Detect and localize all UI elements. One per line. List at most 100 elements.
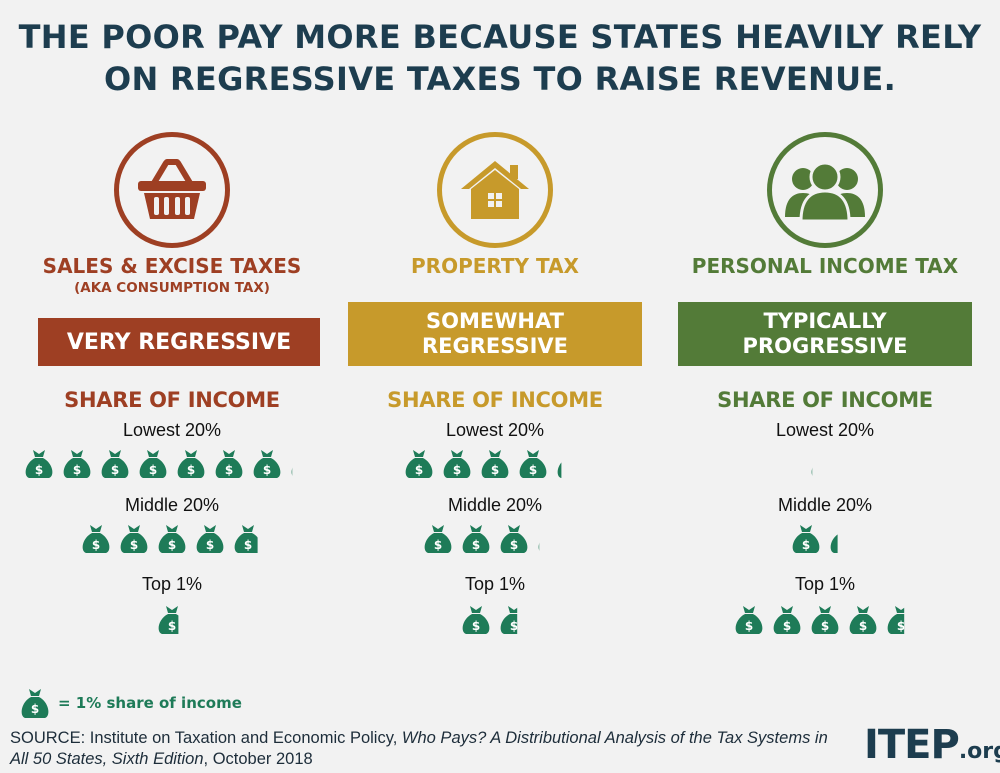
- column-property: PROPERTY TAX SOMEWHAT REGRESSIVE SHARE O…: [345, 0, 645, 680]
- bag-row-svg: $ $ $ $ $: [735, 606, 905, 634]
- bag-row-top: $: [22, 604, 322, 644]
- group-label-top: Top 1%: [794, 574, 856, 594]
- money-bag: $: [253, 450, 281, 478]
- svg-text:$: $: [821, 463, 829, 477]
- money-bag-partial: $: [538, 538, 556, 552]
- money-bag-partial: $: [557, 462, 575, 478]
- money-bag: $: [443, 450, 471, 478]
- bag-row-lowest: $ $ $ $ $ $ $ $: [22, 448, 322, 488]
- svg-text:$: $: [491, 463, 499, 477]
- svg-text:$: $: [225, 463, 233, 477]
- title-line-1: THE POOR PAY MORE BECAUSE STATES HEAVILY…: [18, 18, 982, 56]
- svg-text:$: $: [149, 463, 157, 477]
- money-bag: $: [101, 450, 129, 478]
- money-bag: $: [773, 606, 801, 634]
- regressivity-banner: VERY REGRESSIVE: [38, 318, 320, 366]
- money-bag: $: [25, 450, 53, 478]
- money-bag: $: [63, 450, 91, 478]
- svg-text:$: $: [510, 619, 518, 633]
- svg-text:$: $: [548, 538, 556, 552]
- svg-text:$: $: [301, 463, 309, 477]
- group-label-lowest: Lowest 20%: [445, 420, 545, 440]
- svg-text:$: $: [35, 463, 43, 477]
- money-bag: $: [849, 606, 877, 634]
- money-bag: $: [139, 450, 167, 478]
- group-label-lowest: Lowest 20%: [122, 420, 222, 440]
- share-of-income-heading: SHARE OF INCOME: [717, 388, 933, 412]
- page-title: THE POOR PAY MORE BECAUSE STATES HEAVILY…: [0, 16, 1000, 100]
- group-label-lowest: Lowest 20%: [775, 420, 875, 440]
- banner-text: VERY REGRESSIVE: [66, 329, 292, 355]
- svg-text:$: $: [510, 538, 518, 552]
- regressivity-banner: SOMEWHAT REGRESSIVE: [348, 302, 642, 366]
- svg-text:$: $: [168, 538, 176, 552]
- svg-text:$: $: [840, 538, 848, 552]
- svg-text:$: $: [453, 463, 461, 477]
- bag-row-svg: $: [811, 463, 829, 477]
- title-line-2: ON REGRESSIVE TAXES TO RAISE REVENUE.: [103, 60, 897, 98]
- source-suffix: , October 2018: [203, 750, 313, 768]
- money-bag: $: [811, 606, 839, 634]
- money-bag: $: [792, 525, 820, 553]
- group-label-top: Top 1%: [141, 574, 203, 594]
- svg-text:$: $: [187, 463, 195, 477]
- svg-text:$: $: [415, 463, 423, 477]
- money-bag-partial: $: [830, 534, 848, 553]
- svg-text:$: $: [802, 538, 810, 552]
- bag-row-top: $ $: [345, 604, 645, 644]
- share-of-income-heading: SHARE OF INCOME: [387, 388, 603, 412]
- svg-text:$: $: [529, 463, 537, 477]
- svg-text:$: $: [567, 463, 575, 477]
- column-personal-income: PERSONAL INCOME TAX TYPICALLY PROGRESSIV…: [675, 0, 975, 680]
- group-label-middle: Middle 20%: [124, 495, 220, 515]
- house-icon: [437, 132, 553, 248]
- money-bag: $: [196, 525, 224, 553]
- bag-row-svg: $ $ $ $ $: [405, 450, 575, 478]
- legend-label: = 1% share of income: [58, 694, 242, 712]
- tax-name: PERSONAL INCOME TAX: [691, 254, 959, 278]
- column-sales-excise: SALES & EXCISE TAXES (AKA CONSUMPTION TA…: [22, 0, 322, 680]
- money-bag: $: [481, 450, 509, 478]
- money-bag: $: [177, 450, 205, 478]
- svg-text:$: $: [859, 619, 867, 633]
- money-bag-partial: $: [291, 463, 309, 477]
- money-bag: $: [500, 525, 528, 553]
- share-of-income-heading: SHARE OF INCOME: [64, 388, 280, 412]
- regressivity-banner: TYPICALLY PROGRESSIVE: [678, 302, 972, 366]
- svg-text:$: $: [73, 463, 81, 477]
- itep-logo: ITEP.org: [864, 722, 1000, 768]
- bag-row-svg: $ $ $ $ $ $ $ $: [25, 450, 309, 478]
- money-bag: $: [424, 525, 452, 553]
- money-bag: $: [405, 450, 433, 478]
- group-label-middle: Middle 20%: [447, 495, 543, 515]
- money-bag: $: [735, 606, 763, 634]
- bag-row-middle: $ $ $ $ $: [22, 523, 322, 563]
- banner-text-line1: TYPICALLY: [763, 309, 887, 333]
- svg-text:$: $: [168, 619, 176, 633]
- banner-text-line1: SOMEWHAT: [426, 309, 564, 333]
- money-bag-partial: $: [500, 606, 518, 634]
- svg-text:$: $: [92, 538, 100, 552]
- tax-subtitle: (AKA CONSUMPTION TAX): [74, 280, 270, 296]
- svg-text:$: $: [206, 538, 214, 552]
- money-bag: $: [462, 606, 490, 634]
- bag-row-top: $ $ $ $ $: [675, 604, 975, 644]
- money-bag-icon: $: [21, 689, 49, 718]
- bag-row-middle: $ $: [675, 523, 975, 563]
- banner-text-line2: PROGRESSIVE: [742, 334, 908, 358]
- svg-text:$: $: [31, 702, 39, 716]
- bag-row-middle: $ $ $ $: [345, 523, 645, 563]
- source-prefix: SOURCE: Institute on Taxation and Econom…: [10, 729, 402, 747]
- bag-row-svg: $ $ $ $: [424, 525, 556, 553]
- money-bag-partial: $: [158, 606, 179, 634]
- svg-text:$: $: [434, 538, 442, 552]
- money-bag: $: [215, 450, 243, 478]
- money-bag: $: [158, 525, 186, 553]
- svg-text:$: $: [897, 619, 905, 633]
- money-bag-partial: $: [887, 606, 905, 634]
- people-icon: [767, 132, 883, 248]
- svg-text:$: $: [130, 538, 138, 552]
- group-label-middle: Middle 20%: [777, 495, 873, 515]
- logo-main: ITEP: [864, 722, 960, 768]
- svg-text:$: $: [111, 463, 119, 477]
